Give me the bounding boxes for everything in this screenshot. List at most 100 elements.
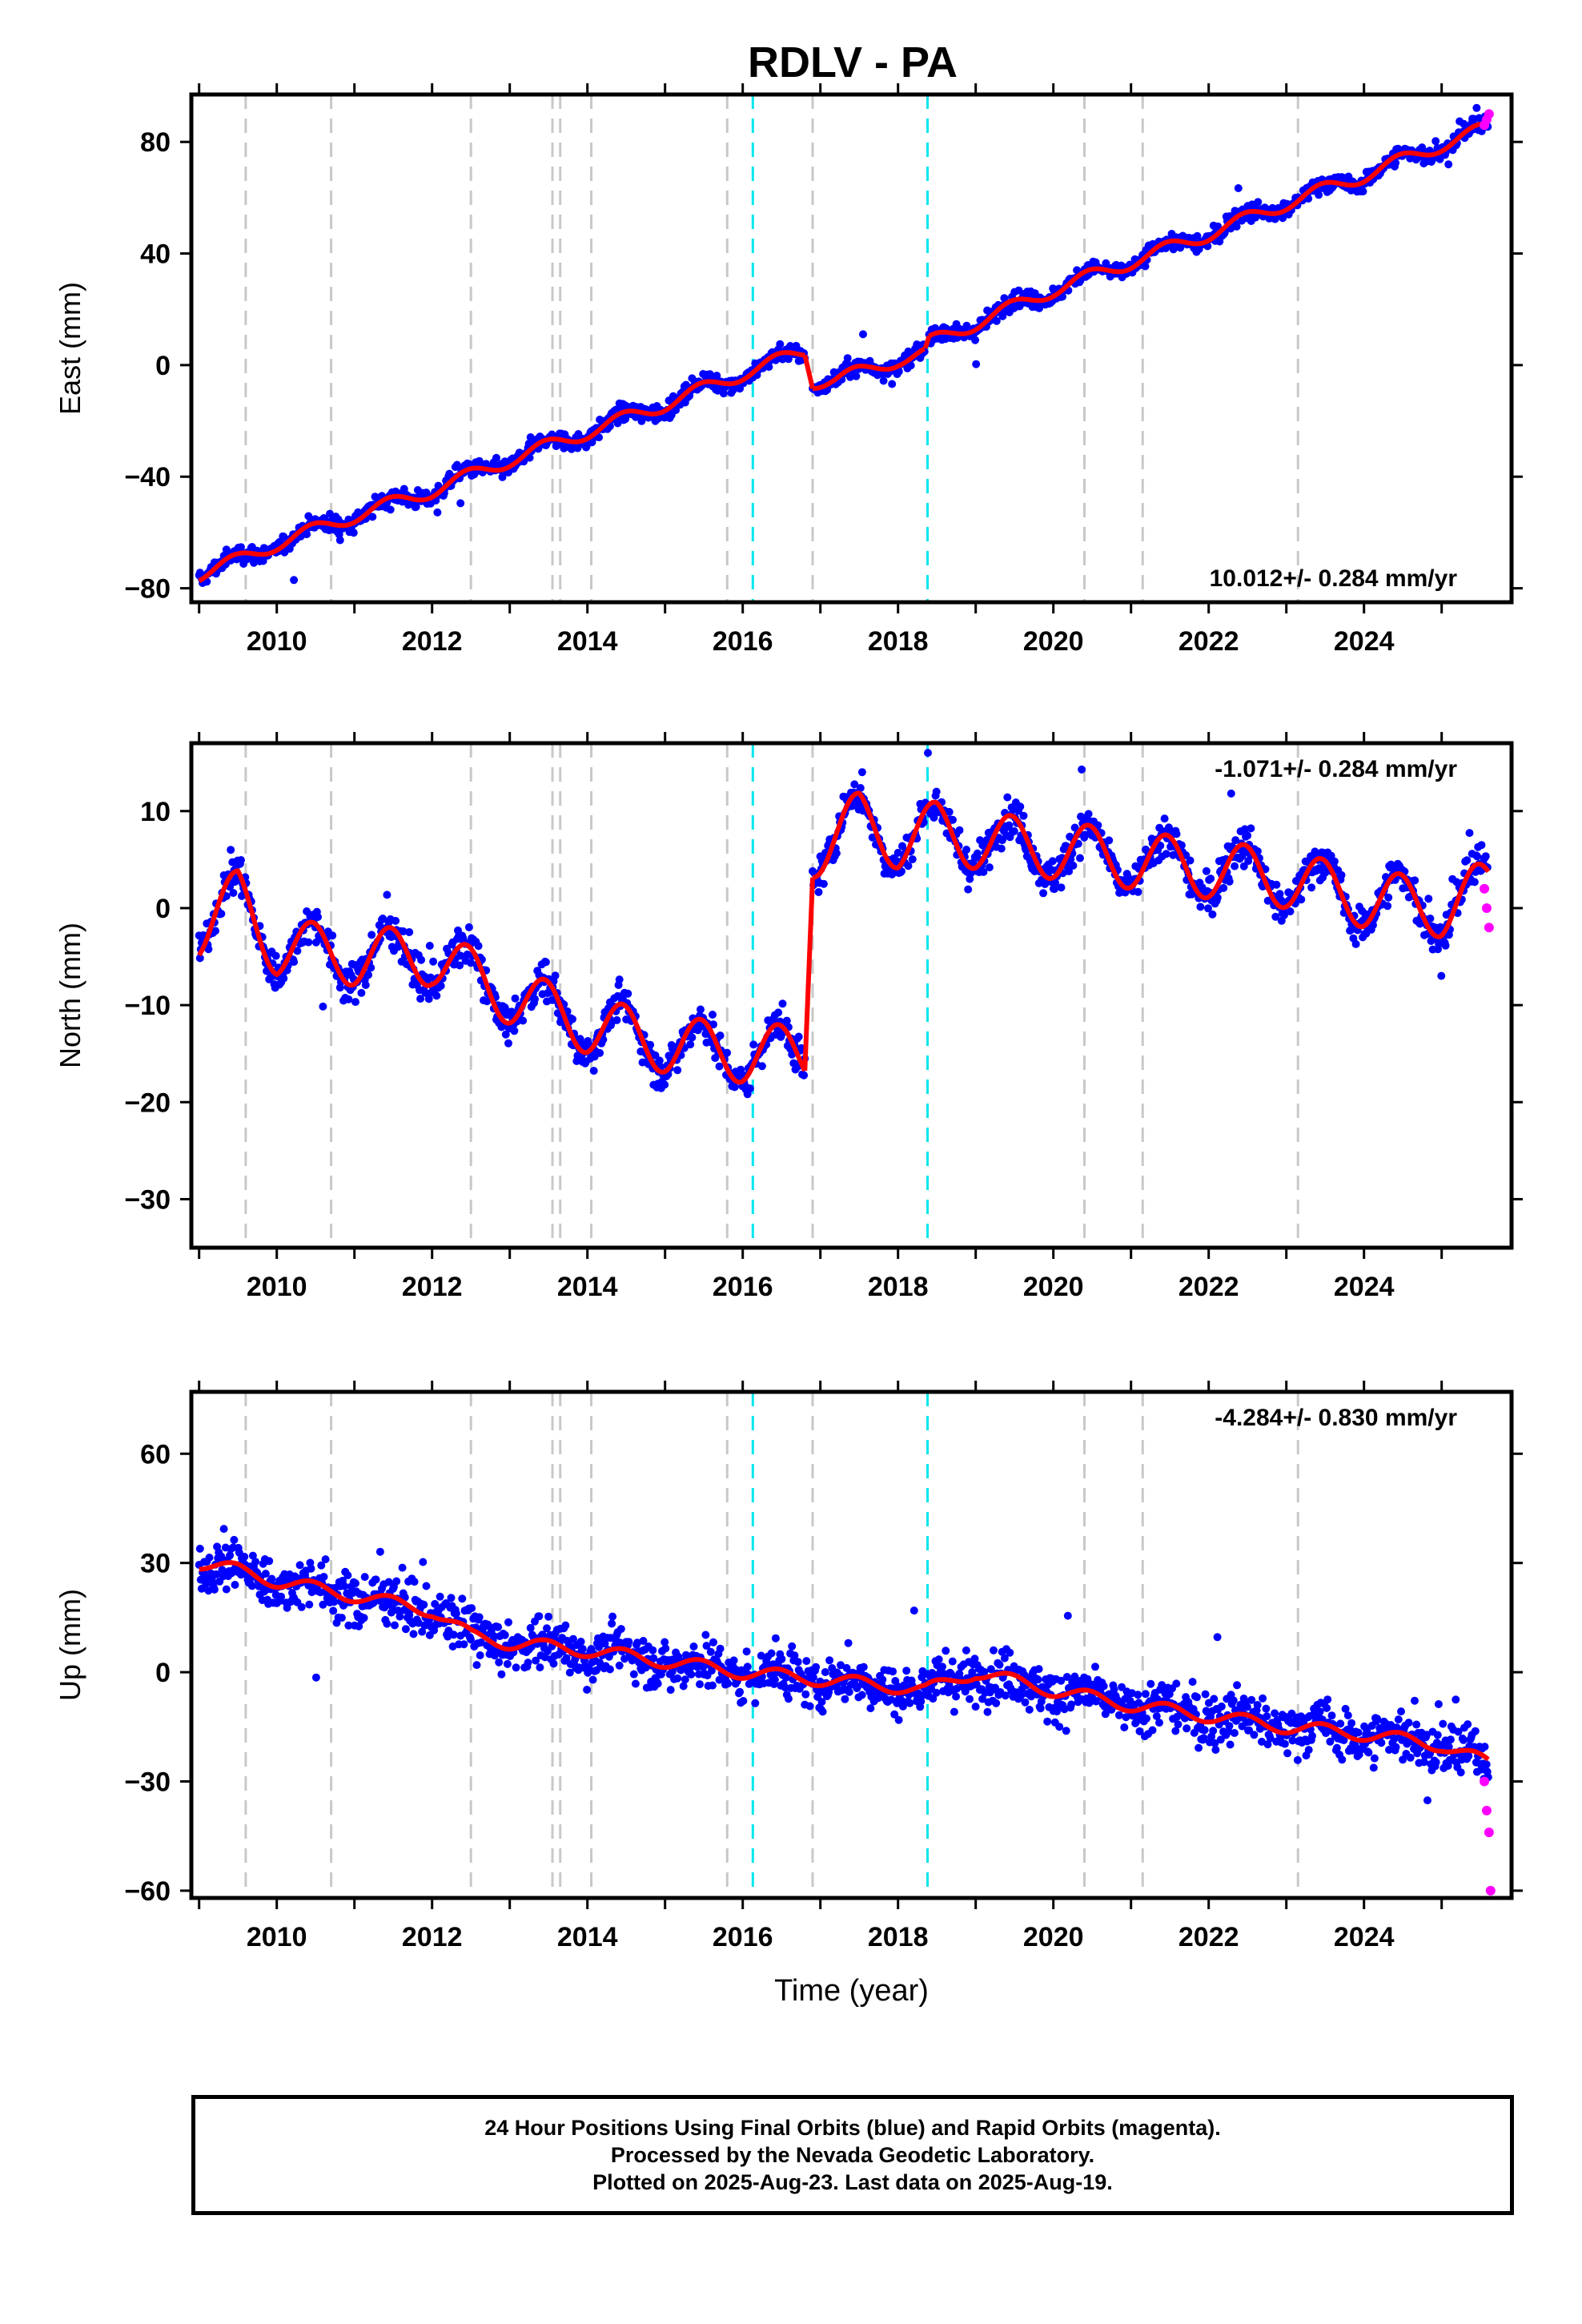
data-point [290, 958, 299, 967]
data-point [297, 1602, 306, 1611]
data-point [401, 1625, 410, 1634]
data-point [932, 787, 941, 796]
data-point [1480, 1743, 1489, 1751]
data-point [637, 416, 646, 425]
data-point [686, 1040, 695, 1049]
y-tick-label: −10 [124, 991, 171, 1021]
data-point [972, 360, 981, 368]
data-point [458, 1594, 467, 1603]
data-point [568, 1015, 576, 1023]
data-point [1226, 1740, 1235, 1749]
data-point [696, 1680, 704, 1689]
data-point [1134, 1691, 1142, 1699]
data-point [1364, 1748, 1373, 1757]
data-point [589, 1067, 598, 1076]
data-point [1347, 1719, 1356, 1727]
data-point [304, 938, 313, 947]
data-point [494, 1622, 503, 1631]
y-tick-label: 60 [140, 1439, 171, 1470]
data-point [908, 855, 917, 863]
data-point [456, 961, 464, 970]
data-point [879, 376, 888, 385]
data-point [852, 372, 861, 380]
data-point [1373, 1715, 1382, 1723]
y-axis-label: North (mm) [54, 923, 86, 1068]
data-point [1114, 1711, 1123, 1719]
x-tick-label: 2020 [1023, 1272, 1084, 1302]
data-point [1010, 826, 1018, 835]
data-point [701, 1630, 710, 1639]
data-point [819, 879, 828, 888]
data-point [531, 995, 539, 1003]
data-point [416, 995, 425, 1003]
data-point [460, 1640, 468, 1649]
data-point [934, 1655, 943, 1664]
data-point [859, 330, 867, 339]
data-point [1327, 1711, 1336, 1720]
data-point [1332, 1743, 1341, 1752]
data-point [195, 1544, 204, 1553]
data-point [464, 923, 473, 931]
data-point [1437, 971, 1446, 980]
data-point [503, 1659, 512, 1668]
data-point [1404, 1719, 1413, 1727]
data-point [314, 913, 322, 922]
data-point [729, 1656, 738, 1665]
data-point [596, 1048, 604, 1057]
rapid-orbit-point [1484, 109, 1494, 119]
data-point [1213, 893, 1222, 902]
data-point [1250, 1731, 1259, 1739]
data-point [844, 1638, 853, 1647]
data-point [1411, 876, 1419, 885]
data-point [519, 1016, 528, 1025]
data-point [229, 889, 238, 897]
data-point [1141, 1690, 1150, 1699]
y-tick-label: −40 [124, 462, 171, 493]
data-point [661, 1644, 670, 1653]
y-tick-label: −30 [124, 1184, 171, 1215]
data-point [1481, 852, 1490, 861]
data-point [360, 1573, 369, 1582]
data-point [250, 558, 258, 567]
data-point [265, 1557, 274, 1566]
data-point [1439, 1719, 1447, 1728]
data-point [379, 915, 387, 923]
data-point [475, 1613, 484, 1622]
data-point [679, 1682, 688, 1691]
data-point [311, 1673, 320, 1682]
rapid-orbit-point [1484, 923, 1494, 933]
data-point [319, 1002, 327, 1011]
data-point [1188, 1678, 1197, 1687]
data-point [433, 508, 442, 517]
data-point [615, 975, 624, 984]
x-tick-label: 2022 [1178, 1272, 1239, 1302]
data-point [259, 557, 267, 565]
x-tick-label: 2014 [557, 1272, 618, 1302]
data-point [742, 1647, 751, 1656]
data-point [1225, 1722, 1234, 1731]
data-point [814, 888, 823, 896]
data-point [1343, 1711, 1352, 1719]
data-point [1142, 1714, 1150, 1723]
data-point [1464, 1720, 1472, 1729]
data-point [1202, 866, 1211, 875]
data-point [1394, 1715, 1403, 1724]
data-point [335, 536, 344, 545]
data-point [425, 942, 434, 950]
y-tick-label: 10 [140, 797, 171, 827]
rapid-orbit-point [1485, 1885, 1496, 1896]
data-point [1209, 1727, 1218, 1735]
data-point [1099, 1682, 1108, 1691]
data-point [1473, 852, 1482, 861]
x-tick-label: 2024 [1334, 626, 1395, 657]
data-point [576, 1638, 585, 1646]
data-point [251, 1558, 260, 1566]
x-tick-label: 2010 [247, 1272, 307, 1302]
caption-line-1: 24 Hour Positions Using Final Orbits (bl… [484, 2116, 1221, 2140]
data-point [784, 1695, 793, 1703]
x-tick-label: 2024 [1334, 1922, 1395, 1952]
data-point [1067, 1700, 1076, 1709]
